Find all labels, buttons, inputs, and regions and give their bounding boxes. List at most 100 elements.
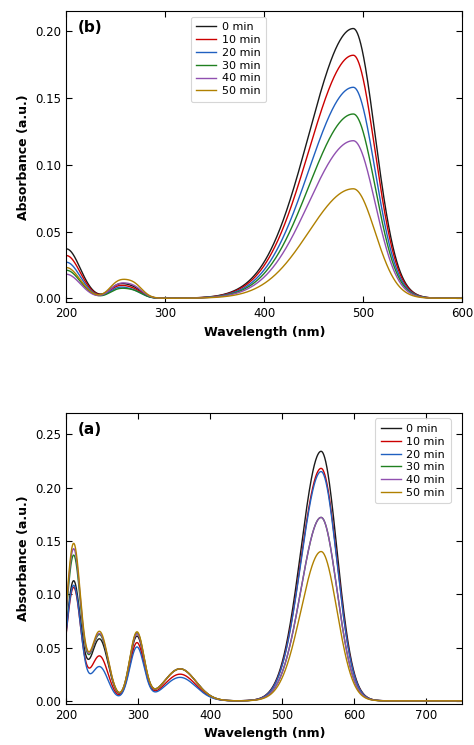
50 min — [246, 287, 251, 296]
0 min — [448, 294, 454, 302]
10 min — [448, 294, 454, 302]
20 min — [64, 258, 69, 267]
50 min — [246, 696, 251, 705]
10 min — [459, 294, 465, 302]
50 min — [256, 695, 262, 704]
Line: 40 min: 40 min — [66, 518, 462, 701]
50 min — [448, 294, 454, 302]
0 min — [64, 244, 69, 253]
30 min — [256, 695, 262, 704]
0 min — [448, 697, 454, 706]
50 min — [459, 697, 465, 706]
20 min — [84, 662, 90, 671]
40 min — [256, 695, 262, 704]
20 min — [459, 294, 465, 302]
0 min — [375, 153, 381, 162]
20 min — [375, 184, 381, 193]
10 min — [246, 279, 251, 288]
40 min — [256, 277, 262, 286]
0 min — [350, 24, 356, 33]
50 min — [448, 294, 454, 302]
0 min — [84, 653, 90, 662]
20 min — [448, 697, 454, 706]
30 min — [84, 647, 90, 656]
20 min — [448, 697, 454, 706]
50 min — [350, 184, 356, 193]
40 min — [84, 644, 90, 653]
40 min — [459, 294, 465, 302]
10 min — [256, 268, 262, 277]
0 min — [459, 697, 465, 706]
50 min — [84, 644, 90, 653]
0 min — [459, 294, 465, 302]
10 min — [64, 251, 69, 260]
20 min — [256, 272, 262, 281]
30 min — [64, 609, 69, 618]
0 min — [256, 265, 262, 274]
10 min — [64, 628, 69, 637]
50 min — [64, 601, 69, 610]
50 min — [459, 294, 465, 302]
Text: (a): (a) — [78, 422, 102, 437]
X-axis label: Wavelength (nm): Wavelength (nm) — [203, 326, 325, 339]
0 min — [256, 694, 262, 703]
30 min — [84, 284, 90, 293]
10 min — [350, 51, 356, 60]
Line: 20 min: 20 min — [66, 87, 462, 298]
20 min — [459, 697, 465, 706]
10 min — [319, 464, 324, 473]
0 min — [319, 447, 324, 456]
30 min — [246, 282, 251, 291]
10 min — [375, 168, 381, 177]
20 min — [246, 281, 251, 290]
40 min — [375, 212, 381, 221]
30 min — [448, 697, 454, 706]
0 min — [246, 277, 251, 286]
0 min — [448, 294, 454, 302]
0 min — [246, 696, 251, 705]
40 min — [84, 285, 90, 294]
30 min — [375, 696, 381, 705]
40 min — [246, 284, 251, 293]
Line: 40 min: 40 min — [66, 141, 462, 298]
40 min — [448, 697, 454, 706]
20 min — [246, 696, 251, 705]
30 min — [448, 294, 454, 302]
30 min — [459, 697, 465, 706]
40 min — [459, 697, 465, 706]
40 min — [64, 604, 69, 613]
20 min — [84, 282, 90, 291]
Y-axis label: Absorbance (a.u.): Absorbance (a.u.) — [17, 94, 30, 220]
50 min — [448, 697, 454, 706]
0 min — [64, 624, 69, 633]
10 min — [448, 697, 454, 706]
20 min — [64, 627, 69, 635]
40 min — [448, 294, 454, 302]
30 min — [350, 110, 356, 118]
40 min — [448, 294, 454, 302]
50 min — [71, 539, 76, 548]
40 min — [350, 136, 356, 145]
Line: 0 min: 0 min — [66, 451, 462, 701]
30 min — [448, 697, 454, 706]
30 min — [64, 266, 69, 275]
40 min — [375, 696, 381, 705]
20 min — [375, 696, 381, 705]
0 min — [84, 276, 90, 285]
50 min — [375, 237, 381, 246]
40 min — [246, 696, 251, 705]
Line: 0 min: 0 min — [66, 28, 462, 298]
30 min — [375, 198, 381, 207]
Line: 50 min: 50 min — [66, 188, 462, 298]
10 min — [84, 659, 90, 668]
10 min — [256, 694, 262, 703]
40 min — [64, 270, 69, 279]
30 min — [319, 513, 324, 522]
Line: 30 min: 30 min — [66, 114, 462, 298]
10 min — [459, 697, 465, 706]
50 min — [84, 283, 90, 292]
20 min — [256, 694, 262, 703]
30 min — [256, 274, 262, 283]
30 min — [448, 294, 454, 302]
10 min — [448, 697, 454, 706]
